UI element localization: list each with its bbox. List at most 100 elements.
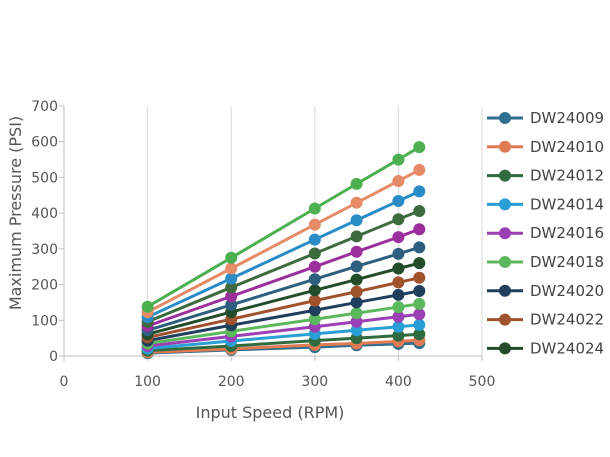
data-point — [225, 290, 238, 303]
x-tick-label: 400 — [385, 374, 412, 390]
axes: 0 100 200 300 400 500 600 700 0 100 200 300 400 500 — [31, 99, 495, 390]
x-tick-label: 500 — [469, 374, 496, 390]
data-point — [392, 310, 405, 323]
series — [141, 271, 426, 344]
data-point — [392, 175, 405, 187]
series-line — [147, 227, 420, 328]
data-point — [308, 313, 321, 326]
data-point — [350, 307, 363, 320]
legend-item: DW24024 — [487, 339, 604, 357]
legend-swatch-marker — [499, 313, 511, 326]
data-point — [350, 260, 363, 273]
data-point — [308, 202, 321, 215]
data-point — [392, 320, 405, 333]
data-point — [392, 247, 405, 260]
data-point — [308, 273, 321, 286]
legend-label: DW24014 — [530, 195, 604, 213]
legend-swatch-marker — [499, 284, 511, 297]
legend-label: DW24018 — [530, 253, 604, 271]
y-tick-label: 300 — [31, 242, 58, 258]
data-point — [413, 318, 426, 331]
series — [141, 185, 426, 324]
legend-label: DW24024 — [530, 339, 604, 357]
legend-item: DW24018 — [487, 253, 604, 271]
data-point — [308, 233, 321, 246]
y-tick-label: 200 — [31, 278, 58, 294]
series-layer — [141, 141, 426, 360]
data-point — [413, 257, 426, 270]
x-tick-label: 300 — [301, 374, 328, 390]
legend-swatch-marker — [499, 198, 511, 211]
legend-item: DW24009 — [487, 109, 604, 127]
legend-swatch-marker — [499, 342, 511, 355]
data-point — [308, 218, 321, 231]
data-point — [413, 328, 426, 341]
legend-swatch-marker — [499, 140, 511, 153]
y-tick-label: 500 — [31, 170, 58, 186]
data-point — [308, 304, 321, 317]
data-point — [392, 213, 405, 226]
data-point — [392, 231, 405, 244]
data-point — [350, 245, 363, 258]
legend-swatch-marker — [499, 169, 511, 182]
data-point — [392, 262, 405, 275]
data-point — [350, 315, 363, 328]
data-point — [350, 196, 363, 209]
data-point — [392, 276, 405, 289]
data-point — [308, 247, 321, 260]
data-point — [350, 214, 363, 227]
data-point — [392, 195, 405, 207]
y-axis-title: Maximum Pressure (PSI) — [6, 116, 25, 310]
y-tick-label: 100 — [31, 313, 58, 329]
legend-label: DW24012 — [530, 167, 604, 185]
legend-swatch-marker — [499, 256, 511, 268]
legend-item: DW24020 — [487, 282, 604, 300]
legend-item: DW24016 — [487, 224, 604, 242]
data-point — [141, 300, 154, 313]
legend-label: DW24010 — [530, 138, 604, 156]
data-point — [413, 185, 426, 198]
data-point — [350, 324, 363, 337]
data-point — [413, 241, 426, 254]
data-point — [392, 329, 405, 342]
data-point — [308, 294, 321, 307]
legend-item: DW24022 — [487, 311, 604, 329]
legend: DW24009 DW24010 DW24012 DW24014 DW24016 DW240… — [487, 109, 604, 357]
data-point — [225, 262, 238, 275]
data-point — [225, 298, 238, 311]
data-point — [413, 223, 426, 236]
data-point — [392, 301, 405, 314]
data-point — [413, 271, 426, 284]
data-point — [350, 273, 363, 286]
legend-item: DW24014 — [487, 195, 604, 213]
y-tick-label: 400 — [31, 206, 58, 222]
data-point — [350, 285, 363, 298]
legend-label: DW24022 — [530, 311, 604, 329]
data-point — [308, 284, 321, 297]
legend-item: DW24012 — [487, 167, 604, 185]
legend-label: DW24016 — [530, 224, 604, 242]
data-point — [350, 230, 363, 243]
legend-item: DW24010 — [487, 138, 604, 156]
series — [141, 141, 426, 313]
x-tick-label: 200 — [218, 374, 245, 390]
series — [141, 318, 426, 355]
data-point — [350, 177, 363, 190]
data-point — [413, 205, 426, 217]
y-tick-label: 0 — [49, 349, 58, 365]
series — [141, 163, 426, 319]
legend-swatch-marker — [499, 227, 511, 240]
legend-label: DW24020 — [530, 282, 604, 300]
data-point — [350, 296, 363, 309]
data-point — [392, 153, 405, 166]
data-point — [225, 281, 238, 294]
data-point — [413, 285, 426, 297]
data-point — [225, 272, 238, 285]
x-axis-title: Input Speed (RPM) — [196, 403, 345, 422]
legend-swatch-marker — [499, 112, 511, 124]
data-point — [308, 260, 321, 273]
y-tick-label: 700 — [31, 99, 58, 115]
data-point — [392, 288, 405, 301]
